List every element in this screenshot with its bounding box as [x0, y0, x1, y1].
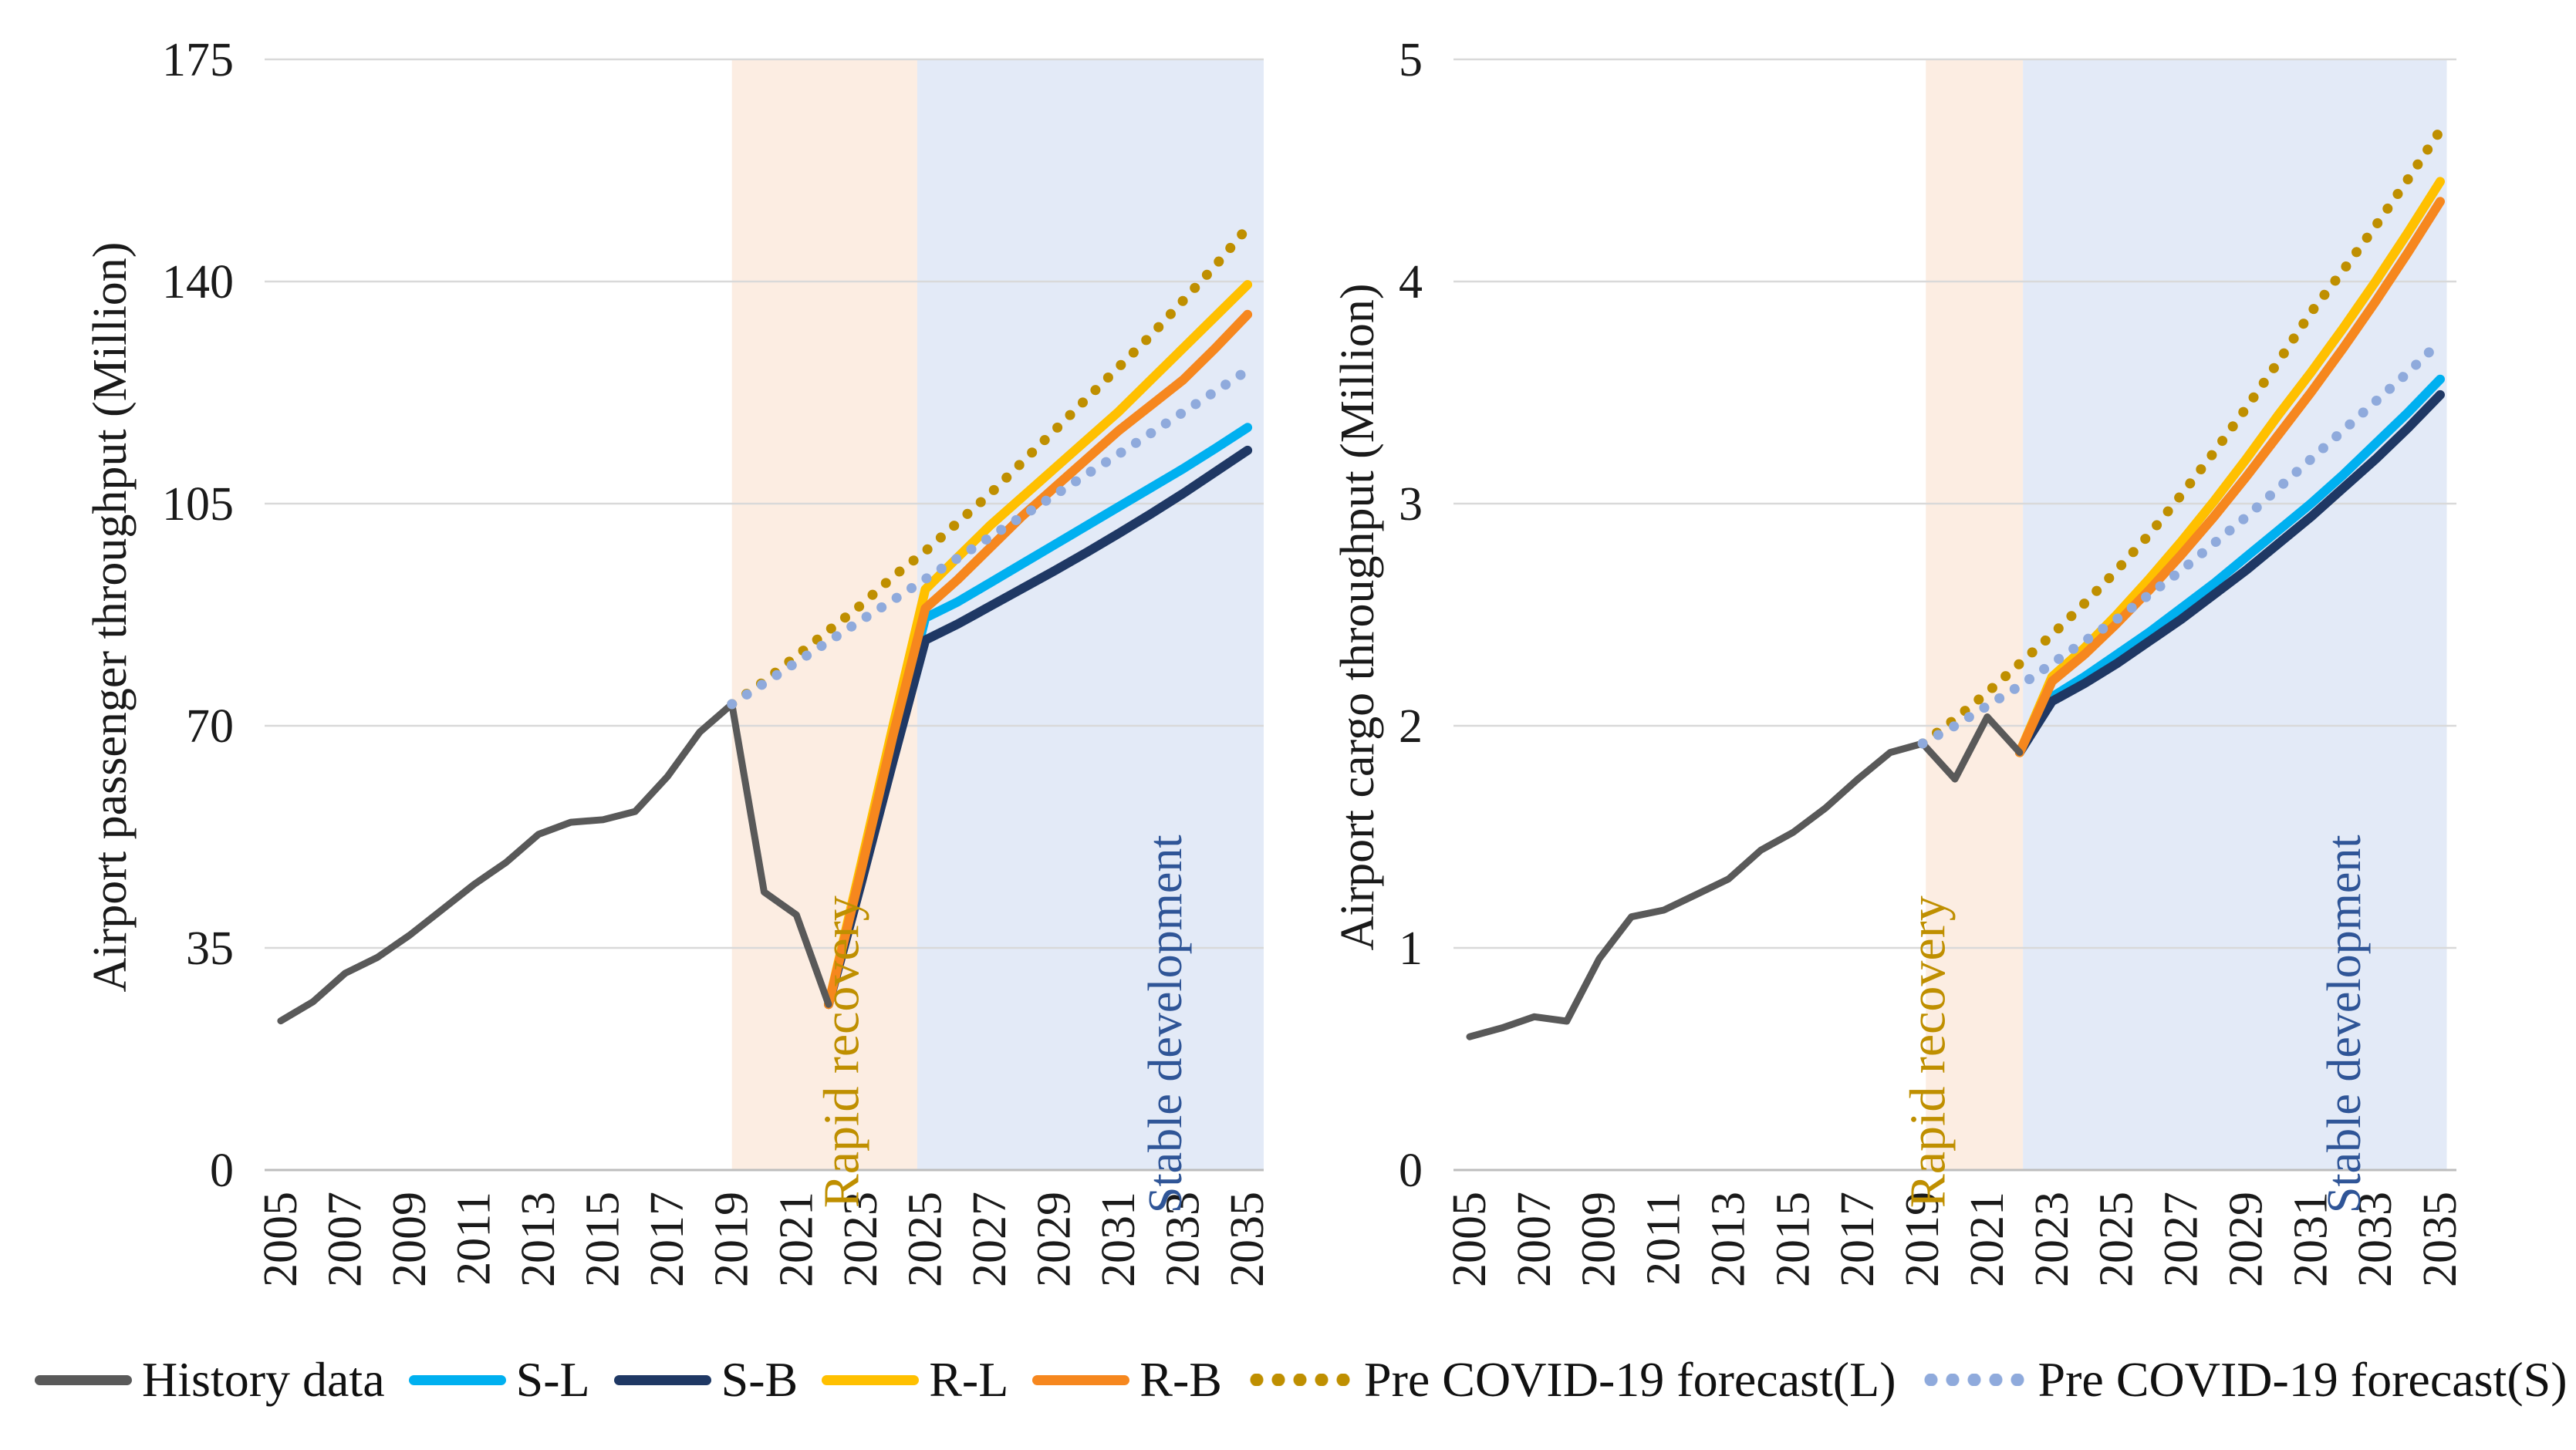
legend-label: S-B: [721, 1352, 798, 1407]
x-tick-label: 2007: [319, 1192, 371, 1287]
series-History-data-cargo: [1466, 713, 2024, 1040]
legend-label: S-L: [515, 1352, 590, 1407]
y-tick-label: 5: [1399, 34, 1423, 86]
x-tick-label: 2015: [1767, 1192, 1819, 1287]
series-R-B-cargo: [2014, 197, 2445, 757]
x-tick-label: 2019: [706, 1192, 758, 1287]
legend-item-r-l: R-L: [822, 1351, 1008, 1408]
legend-item-s-b: S-B: [613, 1351, 798, 1408]
series-History-data-passenger: [277, 700, 832, 1025]
series-R-B-passenger: [824, 309, 1253, 1010]
y-tick-label: 175: [162, 34, 234, 86]
x-tick-label: 2035: [1221, 1192, 1274, 1287]
x-tick-label: 2017: [1832, 1192, 1884, 1287]
x-tick-label: 2005: [255, 1192, 307, 1287]
legend-label: R-B: [1139, 1352, 1222, 1407]
series-S-L-cargo: [2014, 374, 2445, 757]
series-Pre-COVID-19-forecast-L--cargo: [1917, 125, 2446, 749]
x-tick-label: 2021: [1961, 1192, 2014, 1287]
line-swatch-icon: [35, 1374, 132, 1385]
y-tick-label: 35: [186, 922, 234, 975]
y-tick-label: 4: [1399, 256, 1423, 309]
legend-label: History data: [142, 1352, 385, 1407]
x-tick-label: 2009: [383, 1192, 436, 1287]
y-tick-label: 140: [162, 256, 234, 309]
series-Pre-COVID-19-forecast-S--passenger: [727, 365, 1253, 710]
y-tick-label: 70: [186, 700, 234, 753]
x-tick-label: 2027: [964, 1192, 1016, 1287]
x-tick-label: 2009: [1573, 1192, 1626, 1287]
legend-item-s-l: S-L: [408, 1351, 590, 1408]
x-tick-label: 2005: [1443, 1192, 1496, 1287]
legend-label: Pre COVID-19 forecast(L): [1363, 1352, 1896, 1407]
band-stable-development: [2023, 59, 2447, 1170]
x-tick-label: 2035: [2414, 1192, 2466, 1287]
x-tick-label: 2007: [1508, 1192, 1561, 1287]
x-tick-label: 2029: [2220, 1192, 2272, 1287]
series-Pre-COVID-19-forecast-L--passenger: [727, 222, 1253, 710]
x-tick-label: 2033: [1157, 1192, 1210, 1287]
x-tick-label: 2025: [899, 1192, 951, 1287]
legend-label: R-L: [929, 1352, 1009, 1407]
band-rapid-recovery: [1926, 59, 2024, 1170]
line-swatch-icon: [1032, 1374, 1130, 1385]
x-tick-label: 2027: [2156, 1192, 2208, 1287]
x-tick-label: 2033: [2349, 1192, 2402, 1287]
line-swatch-icon: [822, 1374, 920, 1385]
y-tick-label: 105: [162, 478, 234, 531]
y-tick-label: 0: [1399, 1145, 1423, 1197]
series-S-B-passenger: [824, 445, 1253, 1010]
x-tick-label: 2023: [835, 1192, 887, 1287]
legend-item-pre-covid-l: Pre COVID-19 forecast(L): [1245, 1351, 1896, 1408]
x-tick-label: 2019: [1896, 1192, 1949, 1287]
x-tick-label: 2031: [1092, 1192, 1145, 1287]
x-tick-label: 2013: [1702, 1192, 1754, 1287]
y-tick-label: 1: [1399, 922, 1423, 975]
x-tick-label: 2011: [1638, 1192, 1690, 1286]
dotted-line-swatch-icon: [1919, 1374, 2028, 1386]
left-stable-development-label: Stable development: [1139, 835, 1192, 1214]
legend-label: Pre COVID-19 forecast(S): [2038, 1352, 2568, 1407]
x-tick-label: 2017: [641, 1192, 694, 1287]
x-tick-label: 2031: [2284, 1192, 2337, 1287]
left-y-axis-title: Airport passenger throughput (Million): [84, 241, 137, 993]
legend-item-history: History data: [35, 1351, 385, 1408]
line-swatch-icon: [408, 1374, 506, 1385]
legend-item-r-b: R-B: [1032, 1351, 1222, 1408]
right-stable-development-label: Stable development: [2318, 835, 2371, 1214]
x-tick-label: 2015: [577, 1192, 630, 1287]
x-tick-label: 2025: [2091, 1192, 2143, 1287]
legend-item-pre-covid-s: Pre COVID-19 forecast(S): [1919, 1351, 2568, 1408]
y-tick-label: 0: [210, 1145, 234, 1197]
x-tick-label: 2011: [448, 1192, 501, 1286]
x-tick-label: 2023: [2026, 1192, 2078, 1287]
left-rapid-recovery-label: Rapid recovery: [813, 895, 870, 1209]
x-tick-label: 2013: [512, 1192, 565, 1287]
line-swatch-icon: [613, 1374, 711, 1385]
x-tick-label: 2029: [1028, 1192, 1080, 1287]
x-tick-label: 2021: [770, 1192, 822, 1287]
y-tick-label: 2: [1399, 700, 1423, 753]
dotted-line-swatch-icon: [1245, 1374, 1354, 1386]
right-y-axis-title: Airport cargo throughput (Million): [1332, 283, 1384, 951]
legend: History data S-L S-B R-L R-B Pre COVID-1…: [0, 1351, 2576, 1408]
series-S-B-cargo: [2014, 389, 2445, 757]
right-rapid-recovery-label: Rapid recovery: [1899, 895, 1956, 1209]
y-tick-label: 3: [1399, 478, 1423, 531]
